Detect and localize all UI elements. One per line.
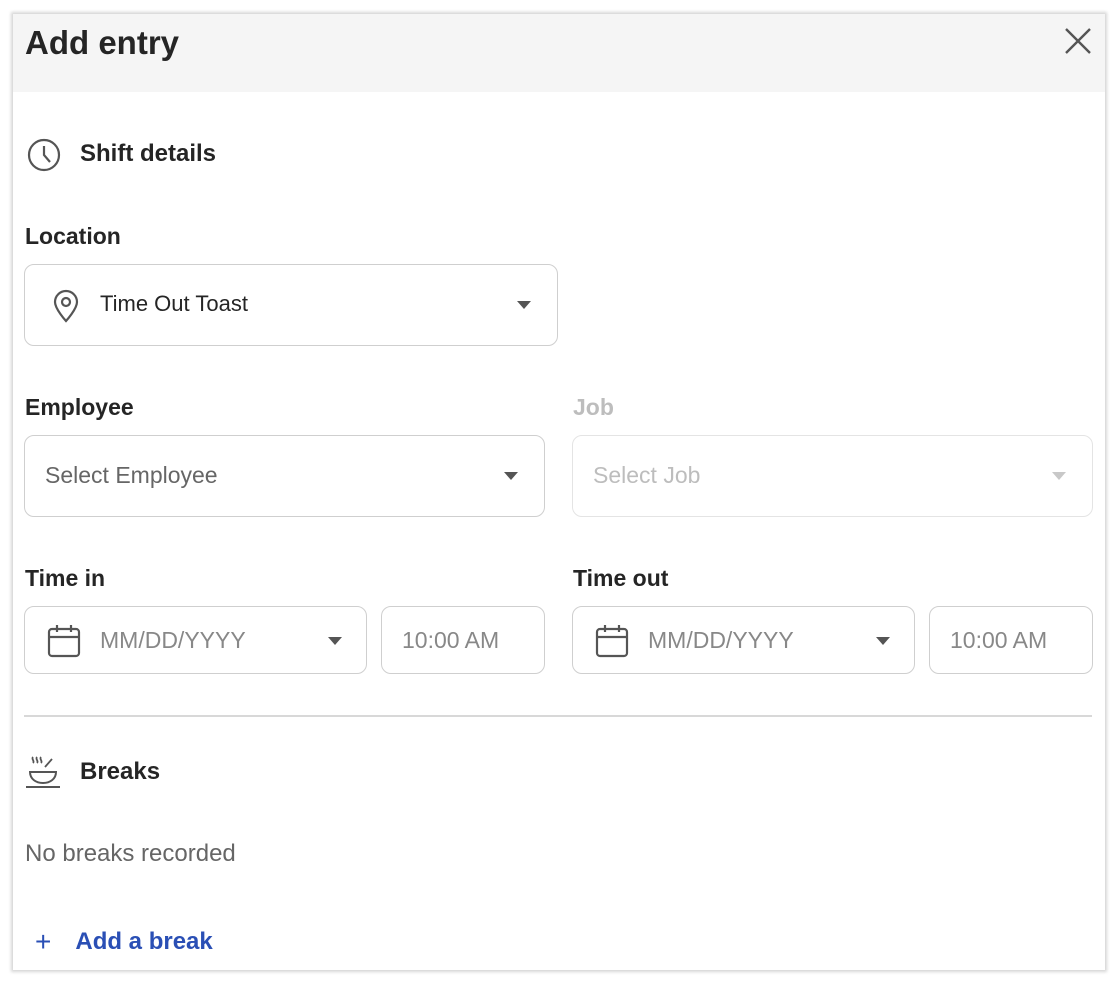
time-out-time-input[interactable]: 10:00 AM [929, 606, 1093, 674]
time-in-date-placeholder: MM/DD/YYYY [100, 627, 246, 653]
breaks-heading: Breaks [80, 758, 161, 785]
job-label: Job [573, 394, 614, 420]
section-divider [24, 715, 1092, 717]
employee-placeholder: Select Employee [45, 462, 218, 488]
plus-icon: + [35, 926, 52, 957]
job-placeholder: Select Job [593, 462, 701, 488]
chevron-down-icon [517, 301, 531, 309]
close-icon[interactable] [1063, 26, 1093, 56]
time-out-label: Time out [573, 565, 669, 591]
dialog-header [13, 14, 1105, 92]
shift-details-heading: Shift details [80, 140, 217, 167]
calendar-icon [595, 625, 629, 658]
chevron-down-icon [876, 637, 890, 645]
time-out-date-placeholder: MM/DD/YYYY [648, 627, 794, 653]
time-in-label: Time in [25, 565, 106, 591]
time-out-date-picker[interactable]: MM/DD/YYYY [572, 606, 915, 674]
employee-label: Employee [25, 394, 134, 420]
employee-select[interactable]: Select Employee [24, 435, 545, 517]
add-break-button[interactable]: + Add a break [35, 928, 213, 956]
location-select[interactable]: Time Out Toast [24, 264, 558, 346]
clock-icon [27, 138, 61, 172]
time-in-date-picker[interactable]: MM/DD/YYYY [24, 606, 367, 674]
location-value: Time Out Toast [100, 291, 248, 316]
location-label: Location [25, 223, 121, 249]
dialog-title: Add entry [25, 24, 180, 61]
map-pin-icon [53, 289, 79, 323]
coffee-bowl-icon [26, 756, 60, 788]
no-breaks-text: No breaks recorded [25, 840, 236, 867]
chevron-down-icon [328, 637, 342, 645]
calendar-icon [47, 625, 81, 658]
job-select[interactable]: Select Job [572, 435, 1093, 517]
add-entry-dialog: Add entry Shift details Location Time Ou… [13, 14, 1105, 970]
time-in-time-placeholder: 10:00 AM [402, 627, 500, 653]
chevron-down-icon [504, 472, 518, 480]
chevron-down-icon [1052, 472, 1066, 480]
time-in-time-input[interactable]: 10:00 AM [381, 606, 545, 674]
time-out-time-placeholder: 10:00 AM [950, 627, 1048, 653]
add-break-label: Add a break [75, 928, 213, 955]
